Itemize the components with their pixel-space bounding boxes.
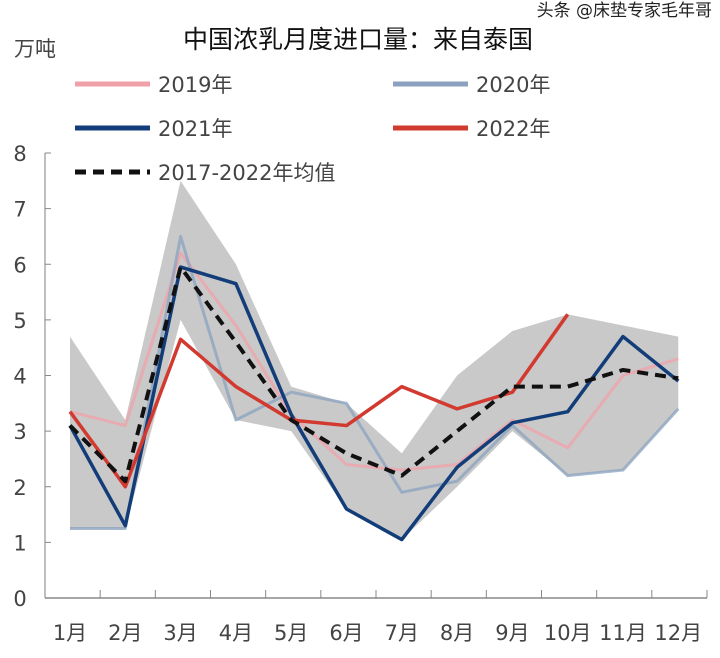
x-tick-label: 8月 [440, 621, 474, 645]
series-line-2022年 [68, 313, 570, 489]
x-tick-label: 12月 [654, 621, 702, 645]
y-axis-label: 万吨 [14, 37, 56, 61]
x-tick-label: 10月 [544, 621, 592, 645]
x-tick-label: 9月 [495, 621, 529, 645]
y-tick-label: 0 [13, 587, 26, 611]
range-band [70, 180, 679, 540]
y-tick-label: 6 [13, 253, 26, 277]
x-tick-label: 6月 [329, 621, 363, 645]
legend-label: 2020年 [476, 73, 550, 97]
x-tick-label: 5月 [274, 621, 308, 645]
x-tick-label: 11月 [599, 621, 647, 645]
y-tick-label: 7 [13, 198, 26, 222]
legend-label: 2017-2022年均值 [158, 161, 335, 185]
y-tick-label: 8 [13, 142, 26, 166]
chart-title: 中国浓乳月度进口量：来自泰国 [183, 25, 533, 54]
y-tick-label: 5 [13, 309, 26, 333]
y-tick-label: 1 [13, 531, 26, 555]
legend-label: 2022年 [476, 117, 550, 141]
legend-label: 2021年 [158, 117, 232, 141]
y-tick-label: 2 [13, 476, 26, 500]
series-line-2017-2022年均值 [68, 265, 679, 484]
series-line-2020年 [70, 234, 680, 530]
x-tick-label: 1月 [53, 621, 87, 645]
y-tick-label: 4 [13, 365, 26, 389]
x-tick-label: 7月 [385, 621, 419, 645]
x-tick-label: 2月 [108, 621, 142, 645]
legend-label: 2019年 [158, 73, 232, 97]
y-tick-label: 3 [13, 420, 26, 444]
x-tick-label: 3月 [163, 621, 197, 645]
x-tick-label: 4月 [219, 621, 253, 645]
watermark: 头条 @床垫专家毛年哥 [536, 1, 712, 21]
